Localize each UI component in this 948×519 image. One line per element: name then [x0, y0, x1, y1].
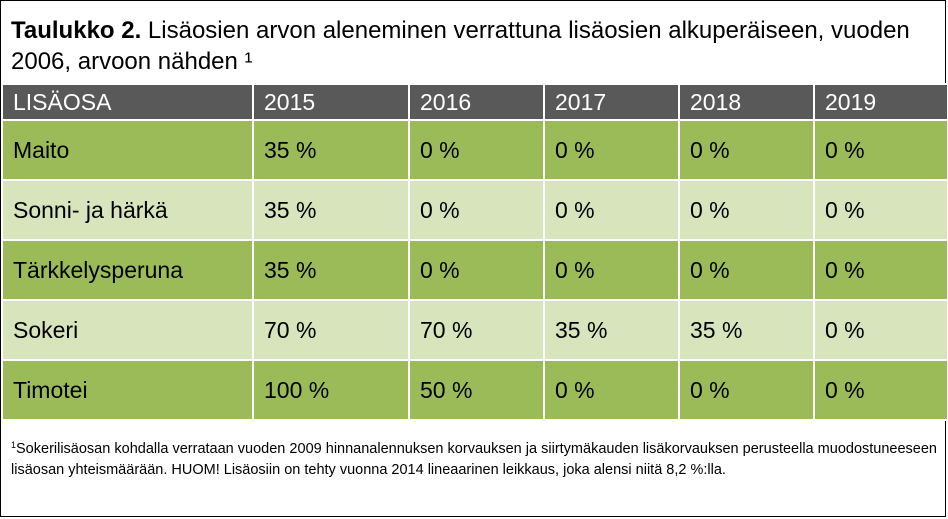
table-cell: 0 %: [813, 359, 948, 421]
table-cell: 50 %: [408, 359, 545, 421]
header-cell-lisaosa: LISÄOSA: [1, 83, 254, 121]
header-cell-2018: 2018: [678, 83, 815, 121]
table-cell: 0 %: [543, 179, 680, 241]
header-cell-2015: 2015: [252, 83, 410, 121]
footnote: 1Sokerilisäosan kohdalla verrataan vuode…: [11, 439, 937, 481]
table-row: Sokeri 70 % 70 % 35 % 35 % 0 %: [1, 299, 948, 361]
table-row: Tärkkelysperuna 35 % 0 % 0 % 0 % 0 %: [1, 239, 948, 301]
table-cell: 35 %: [678, 299, 815, 361]
table-cell: 0 %: [678, 179, 815, 241]
table-title-label: Taulukko 2.: [11, 17, 142, 44]
table-cell: 0 %: [678, 239, 815, 301]
table-cell: 0 %: [813, 119, 948, 181]
table-title-text: Lisäosien arvon aleneminen verrattuna li…: [11, 17, 910, 75]
row-label: Maito: [1, 119, 254, 181]
table-cell: 0 %: [678, 119, 815, 181]
row-label: Sonni- ja härkä: [1, 179, 254, 241]
table-cell: 0 %: [813, 239, 948, 301]
table-row: Timotei 100 % 50 % 0 % 0 % 0 %: [1, 359, 948, 421]
table-row: Sonni- ja härkä 35 % 0 % 0 % 0 % 0 %: [1, 179, 948, 241]
table-cell: 0 %: [813, 299, 948, 361]
header-cell-2017: 2017: [543, 83, 680, 121]
row-label: Tärkkelysperuna: [1, 239, 254, 301]
table-cell: 70 %: [252, 299, 410, 361]
table-header-row: LISÄOSA 2015 2016 2017 2018 2019: [1, 83, 948, 121]
table-cell: 0 %: [678, 359, 815, 421]
table-title: Taulukko 2. Lisäosien arvon aleneminen v…: [11, 15, 931, 77]
table-cell: 0 %: [408, 239, 545, 301]
table-cell: 35 %: [543, 299, 680, 361]
footnote-marker: 1: [11, 440, 17, 450]
table-cell: 35 %: [252, 119, 410, 181]
header-cell-2016: 2016: [408, 83, 545, 121]
table-cell: 35 %: [252, 179, 410, 241]
row-label: Sokeri: [1, 299, 254, 361]
table-cell: 0 %: [543, 119, 680, 181]
table-cell: 35 %: [252, 239, 410, 301]
reduction-table: LISÄOSA 2015 2016 2017 2018 2019 Maito 3…: [1, 83, 948, 421]
footnote-text: Sokerilisäosan kohdalla verrataan vuoden…: [11, 441, 937, 478]
table-cell: 0 %: [543, 359, 680, 421]
table-cell: 70 %: [408, 299, 545, 361]
table-cell: 0 %: [408, 179, 545, 241]
table-cell: 0 %: [543, 239, 680, 301]
row-label: Timotei: [1, 359, 254, 421]
table-cell: 0 %: [813, 179, 948, 241]
table-cell: 0 %: [408, 119, 545, 181]
header-cell-2019: 2019: [813, 83, 948, 121]
table-row: Maito 35 % 0 % 0 % 0 % 0 %: [1, 119, 948, 181]
table-cell: 100 %: [252, 359, 410, 421]
